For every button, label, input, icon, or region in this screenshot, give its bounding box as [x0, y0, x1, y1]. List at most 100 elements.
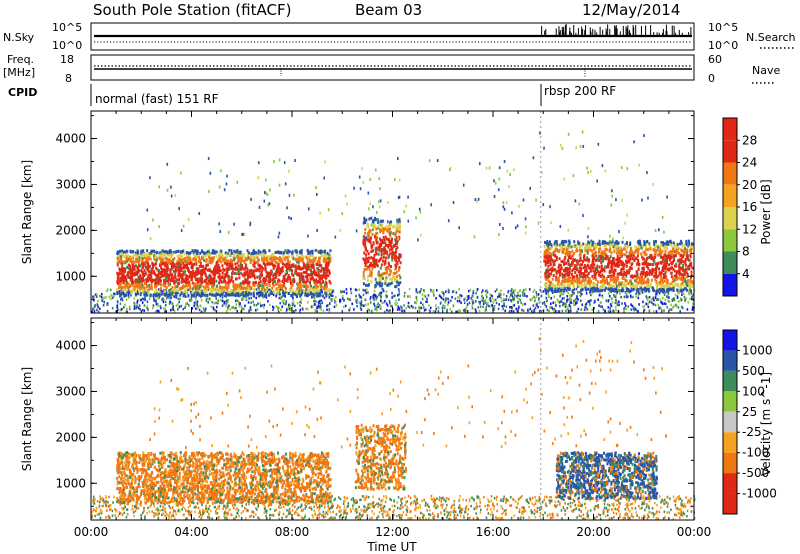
- echo-cell: [370, 271, 373, 275]
- echo-cell: [556, 269, 559, 273]
- echo-cell: [187, 288, 189, 292]
- echo-cell: [275, 305, 278, 308]
- echo-cell: [537, 305, 540, 309]
- echo-cell: [139, 274, 142, 278]
- echo-cell: [419, 291, 421, 294]
- echo-cell: [186, 274, 189, 278]
- echo-cell: [637, 281, 640, 285]
- echo-cell: [308, 258, 311, 262]
- echo-cell: [111, 306, 114, 310]
- echo-cell: [594, 299, 596, 303]
- echo-cell: [389, 282, 392, 286]
- echo-cell: [663, 309, 665, 312]
- echo-cell: [186, 259, 189, 263]
- echo-cell: [654, 294, 657, 298]
- echo-cell: [326, 308, 328, 311]
- echo-cell: [263, 294, 266, 298]
- echo-cell: [280, 270, 283, 274]
- echo-cell: [136, 249, 139, 253]
- echo-cell: [260, 293, 263, 297]
- echo-cell: [314, 273, 317, 277]
- echo-cell: [309, 290, 312, 293]
- echo-cell: [549, 302, 552, 305]
- echo-cell: [367, 225, 370, 229]
- echo-cell: [322, 267, 325, 271]
- echo-cell: [214, 265, 217, 269]
- echo-cell: [304, 271, 307, 275]
- echo-cell: [118, 285, 121, 289]
- echo-cell: [143, 261, 146, 265]
- echo-cell: [138, 289, 141, 293]
- echo-cell: [381, 282, 384, 286]
- echo-cell: [611, 259, 614, 263]
- echo-cell: [555, 289, 558, 293]
- echo-cell: [303, 290, 306, 294]
- echo-cell: [441, 307, 444, 310]
- echo-cell: [237, 268, 240, 272]
- echo-cell: [280, 285, 283, 289]
- echo-cell: [311, 249, 314, 253]
- echo-cell: [391, 291, 393, 295]
- echo-cell: [232, 271, 235, 275]
- echo-cell: [609, 283, 612, 287]
- echo-cell: [141, 283, 144, 287]
- echo-cell: [559, 304, 561, 308]
- echo-cell: [121, 296, 123, 300]
- echo-cell: [252, 291, 255, 295]
- echo-cell: [422, 306, 425, 309]
- echo-cell: [371, 227, 374, 231]
- echo-cell: [546, 239, 549, 243]
- echo-cell: [163, 262, 166, 266]
- echo-cell: [182, 294, 185, 298]
- echo-cell: [394, 238, 397, 242]
- echo-cell: [429, 288, 432, 292]
- echo-cell: [272, 256, 275, 260]
- echo-cell: [307, 290, 310, 294]
- echo-cell: [180, 276, 183, 280]
- echo-cell: [237, 264, 240, 268]
- echo-cell: [502, 297, 505, 301]
- echo-cell: [446, 308, 448, 312]
- echo-cell: [410, 304, 413, 308]
- echo-cell: [194, 254, 197, 258]
- echo-cell: [276, 288, 279, 292]
- echo-cell: [532, 304, 535, 307]
- echo-cell: [313, 281, 316, 285]
- echo-cell: [634, 308, 637, 311]
- echo-cell: [179, 287, 182, 291]
- echo-cell: [218, 257, 221, 261]
- echo-cell: [267, 275, 270, 279]
- echo-cell: [160, 271, 163, 275]
- echo-cell: [215, 292, 218, 296]
- echo-cell: [277, 306, 280, 309]
- echo-cell: [147, 252, 150, 256]
- echo-cell: [596, 242, 599, 246]
- echo-cell: [195, 307, 197, 310]
- echo-cell: [597, 250, 600, 254]
- echo-cell: [590, 249, 593, 253]
- echo-cell: [317, 249, 320, 253]
- echo-cell: [380, 298, 382, 301]
- echo-cell: [233, 249, 236, 253]
- echo-cell: [303, 280, 306, 284]
- echo-cell: [134, 293, 137, 297]
- echo-cell: [167, 258, 170, 262]
- echo-cell: [259, 291, 262, 295]
- echo-cell: [364, 298, 367, 302]
- echo-cell: [544, 275, 547, 279]
- echo-cell: [184, 284, 187, 288]
- echo-cell: [246, 284, 249, 288]
- echo-cell: [517, 294, 519, 297]
- echo-cell: [117, 257, 120, 261]
- echo-cell: [232, 255, 235, 259]
- echo-cell: [252, 250, 255, 254]
- echo-cell: [177, 288, 180, 292]
- echo-cell: [399, 261, 402, 265]
- echo-cell: [230, 293, 233, 297]
- echo-cell: [273, 264, 276, 268]
- echo-cell: [214, 309, 217, 312]
- echo-cell: [119, 302, 122, 305]
- echo-cell: [272, 308, 274, 312]
- echo-cell: [316, 287, 319, 291]
- echo-cell: [160, 283, 163, 287]
